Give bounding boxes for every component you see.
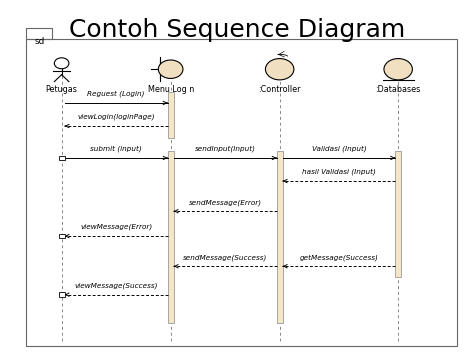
Bar	[395, 151, 401, 277]
Text: Reguest (Login): Reguest (Login)	[87, 91, 145, 97]
Text: viewMessage(Success): viewMessage(Success)	[74, 283, 158, 289]
Text: getMessage(Success): getMessage(Success)	[300, 254, 378, 261]
Bar	[26, 39, 457, 346]
Bar	[59, 155, 64, 160]
Text: viewLogin(loginPage): viewLogin(loginPage)	[77, 114, 155, 120]
Circle shape	[158, 60, 183, 78]
Circle shape	[384, 59, 412, 80]
Text: hasil Validasi (Input): hasil Validasi (Input)	[302, 169, 376, 175]
Text: submit (input): submit (input)	[90, 146, 142, 152]
Bar	[277, 151, 283, 323]
Text: sd: sd	[34, 37, 45, 47]
Bar	[59, 293, 64, 297]
Bar	[168, 92, 173, 138]
Text: sendInput(Input): sendInput(Input)	[195, 146, 255, 152]
Bar	[59, 234, 64, 239]
Text: Contoh Sequence Diagram: Contoh Sequence Diagram	[69, 18, 405, 42]
Text: Menu Log n: Menu Log n	[147, 85, 194, 94]
Circle shape	[265, 59, 294, 80]
Text: viewMessage(Error): viewMessage(Error)	[80, 224, 152, 230]
Text: :Controller: :Controller	[258, 85, 301, 94]
Text: Validasi (Input): Validasi (Input)	[311, 146, 366, 152]
Text: sendMessage(Error): sendMessage(Error)	[189, 199, 262, 206]
Bar	[168, 151, 173, 323]
Text: sendMessage(Success): sendMessage(Success)	[183, 254, 267, 261]
Text: :Databases: :Databases	[375, 85, 421, 94]
Text: Petugas: Petugas	[46, 85, 78, 94]
